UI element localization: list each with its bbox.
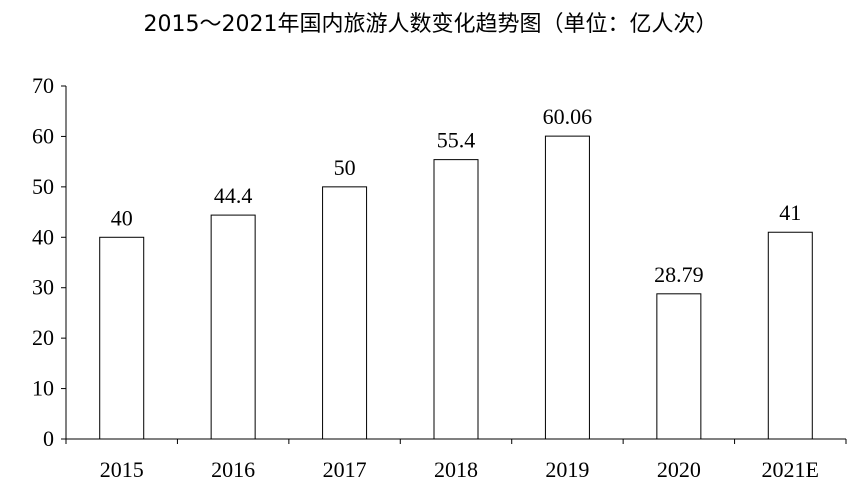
y-tick-label: 50 xyxy=(32,174,54,199)
x-tick-label: 2021E xyxy=(762,457,819,482)
bar-series xyxy=(99,135,813,440)
tick-labels: 0 10 20 30 40 50 60 70 2015 2016 2017 2018 2019 2020 2… xyxy=(32,73,819,482)
data-label: 44.4 xyxy=(214,183,253,208)
y-tick-label: 40 xyxy=(32,224,54,249)
x-tick-label: 2017 xyxy=(323,457,367,482)
bar xyxy=(433,159,479,440)
y-tick-label: 60 xyxy=(32,123,54,148)
bar xyxy=(322,186,368,440)
bar xyxy=(544,135,590,440)
y-tick-label: 20 xyxy=(32,325,54,350)
bar xyxy=(210,214,256,440)
x-tick-label: 2015 xyxy=(100,457,144,482)
data-label: 50 xyxy=(334,155,356,180)
x-tick-label: 2016 xyxy=(211,457,255,482)
chart-title: 2015～2021年国内旅游人数变化趋势图（单位：亿人次） xyxy=(143,12,718,37)
x-tick-label: 2018 xyxy=(434,457,478,482)
data-label: 55.4 xyxy=(437,128,476,153)
data-labels: 40 44.4 50 55.4 60.06 28.79 41 xyxy=(111,104,802,287)
data-label: 60.06 xyxy=(543,104,593,129)
x-tick-label: 2020 xyxy=(657,457,701,482)
data-label: 28.79 xyxy=(654,262,704,287)
y-tick-label: 0 xyxy=(43,426,54,451)
bar xyxy=(99,236,145,440)
y-tick-label: 70 xyxy=(32,73,54,98)
y-tick-label: 10 xyxy=(32,376,54,401)
bar xyxy=(767,231,813,440)
bar xyxy=(656,293,702,440)
x-tick-label: 2019 xyxy=(545,457,589,482)
data-label: 41 xyxy=(779,200,801,225)
y-tick-label: 30 xyxy=(32,275,54,300)
data-label: 40 xyxy=(111,205,133,230)
